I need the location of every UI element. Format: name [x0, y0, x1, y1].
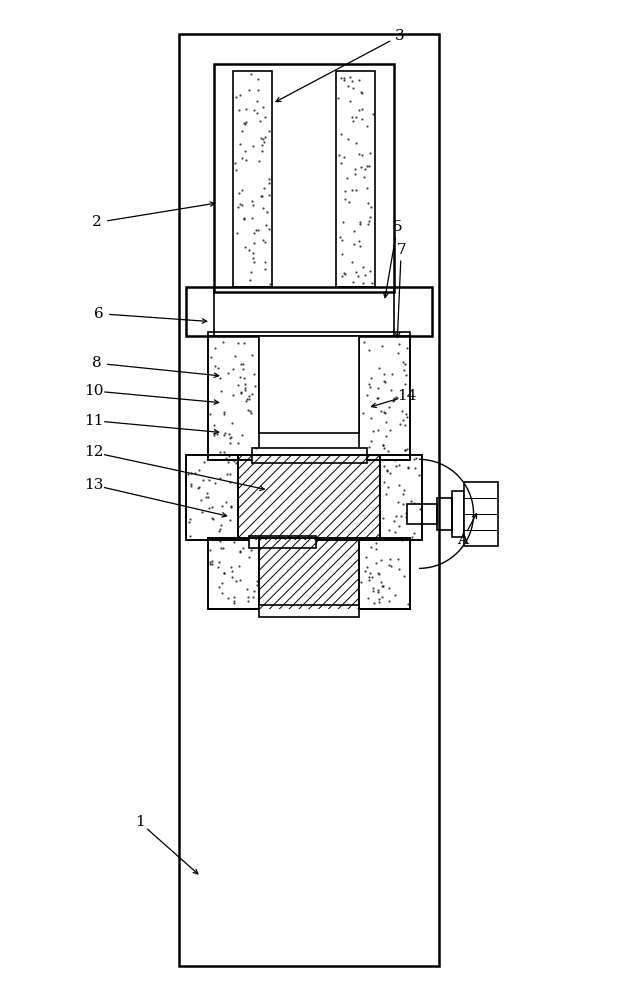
Bar [259, 538, 359, 609]
Bar [259, 336, 359, 433]
Bar [238, 455, 381, 540]
Text: 8: 8 [92, 356, 102, 370]
Bar [208, 538, 259, 609]
Text: 2: 2 [92, 215, 102, 229]
Bar [179, 34, 439, 966]
Bar [359, 538, 410, 609]
Text: 10: 10 [84, 384, 104, 398]
Text: 11: 11 [84, 414, 104, 428]
Bar [186, 455, 422, 540]
Bar [437, 498, 452, 530]
Bar [208, 332, 410, 460]
Text: 6: 6 [94, 307, 104, 321]
Text: 1: 1 [134, 815, 144, 829]
Bar [464, 482, 498, 546]
Bar [251, 448, 366, 463]
Text: 7: 7 [396, 243, 406, 257]
Bar [381, 455, 422, 540]
Text: 12: 12 [84, 445, 104, 459]
Bar [336, 71, 376, 287]
Text: 5: 5 [392, 220, 402, 234]
Bar [208, 336, 259, 460]
Text: 3: 3 [394, 29, 404, 43]
Bar [249, 536, 316, 548]
Bar [186, 455, 238, 540]
Bar [232, 71, 272, 287]
Bar [208, 538, 410, 609]
Text: 13: 13 [84, 478, 104, 492]
Bar [214, 64, 394, 292]
Bar [186, 287, 432, 336]
Text: 14: 14 [398, 389, 417, 403]
Bar [359, 336, 410, 460]
Text: A: A [457, 533, 468, 547]
Bar [407, 504, 437, 524]
Bar [452, 491, 464, 537]
Bar [259, 605, 359, 617]
